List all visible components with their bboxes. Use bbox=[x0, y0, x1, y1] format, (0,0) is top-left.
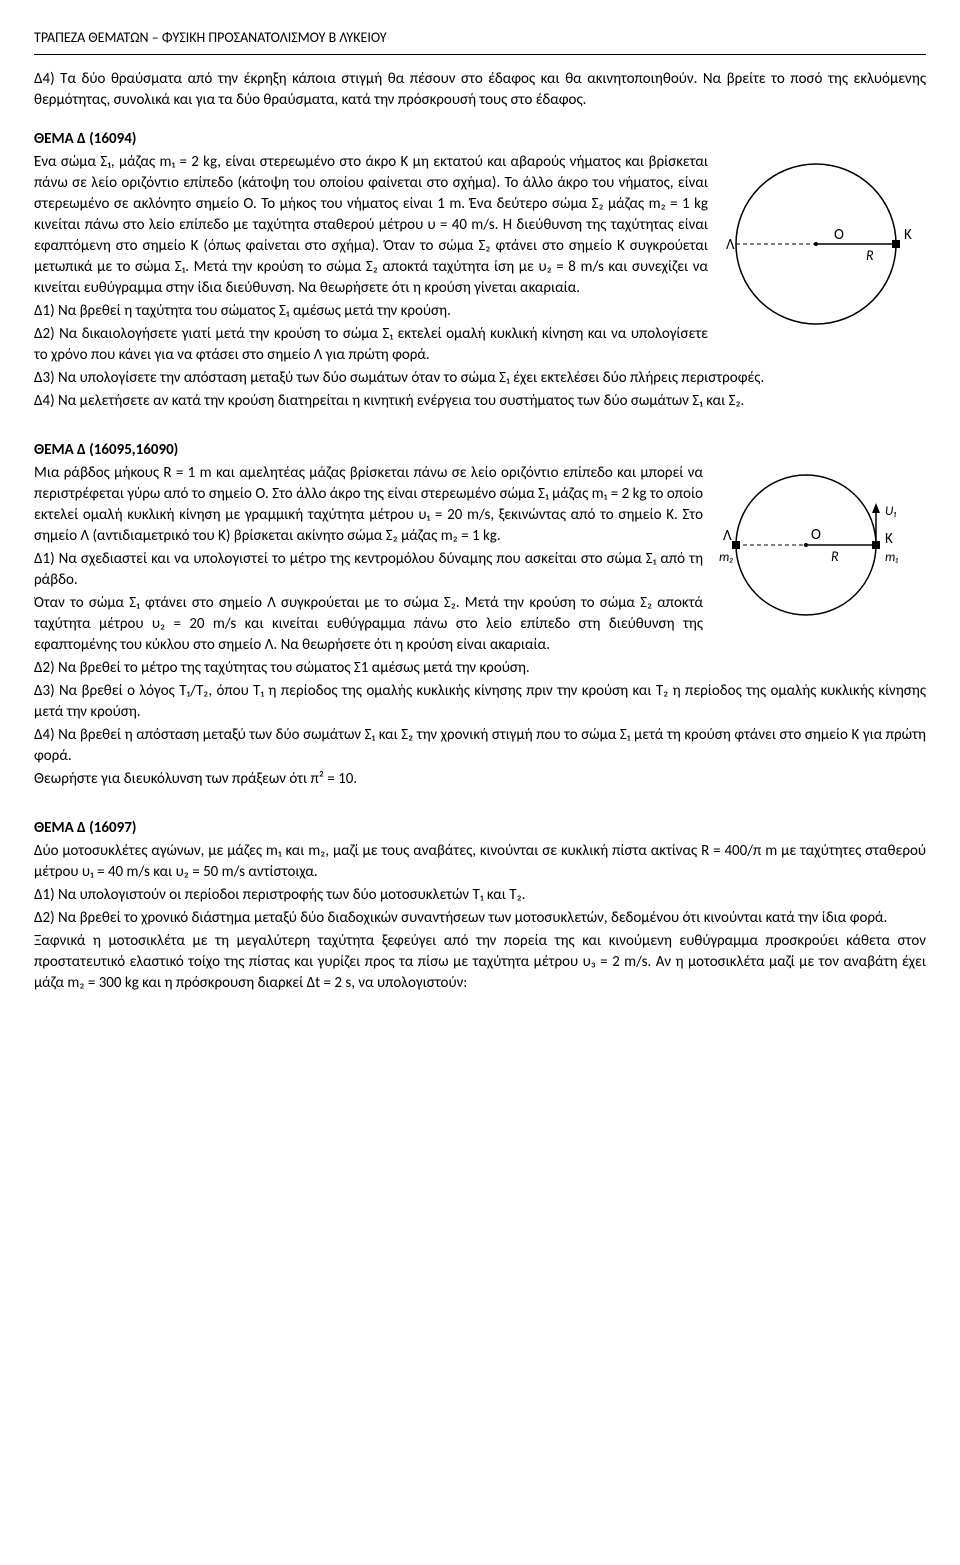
d4-16095: Δ4) Να βρεθεί η απόσταση μεταξύ των δύο … bbox=[34, 725, 926, 767]
d2-16095: Δ2) Να βρεθεί το μέτρο της ταχύτητας του… bbox=[34, 658, 926, 679]
figure-16094: Λ Ο Κ R bbox=[716, 154, 926, 334]
label2-K: Κ bbox=[885, 530, 893, 548]
label2-R: R bbox=[831, 548, 839, 565]
label2-L: Λ bbox=[723, 527, 732, 545]
section-16095: Λ Ο Κ R m₂ U₁ m₁ Μια ράβδος μήκους R = 1… bbox=[34, 463, 926, 792]
d2-16097: Δ2) Να βρεθεί το χρονικό διάστημα μεταξύ… bbox=[34, 908, 926, 929]
intro-d4: Δ4) Τα δύο θραύσματα από την έκρηξη κάπο… bbox=[34, 69, 926, 111]
d3-16095: Δ3) Να βρεθεί ο λόγος T₁/T₂, όπου T₁ η π… bbox=[34, 681, 926, 723]
label-L: Λ bbox=[726, 236, 735, 254]
label-K: Κ bbox=[904, 226, 912, 244]
label2-U1: U₁ bbox=[885, 504, 897, 519]
header-rule bbox=[34, 54, 926, 55]
label2-m2: m₂ bbox=[719, 550, 734, 565]
label2-O: Ο bbox=[811, 526, 821, 544]
page-header: ΤΡΑΠΕΖΑ ΘΕΜΑΤΩΝ – ΦΥΣΙΚΗ ΠΡΟΣΑΝΑΤΟΛΙΣΜΟΥ… bbox=[34, 28, 926, 48]
d1-16097: Δ1) Να υπολογιστούν οι περίοδοι περιστρο… bbox=[34, 885, 926, 906]
d4-16094: Δ4) Να μελετήσετε αν κατά την κρούση δια… bbox=[34, 391, 926, 412]
note-16095: Θεωρήστε για διευκόλυνση των πράξεων ότι… bbox=[34, 769, 926, 790]
figure-16095: Λ Ο Κ R m₂ U₁ m₁ bbox=[711, 465, 926, 625]
tail-16097: Ξαφνικά η μοτοσικλέτα με τη μεγαλύτερη τ… bbox=[34, 931, 926, 994]
label-R: R bbox=[866, 247, 874, 264]
label-O: Ο bbox=[834, 226, 844, 244]
title-16094: ΘΕΜΑ Δ (16094) bbox=[34, 129, 926, 150]
label2-m1: m₁ bbox=[885, 550, 898, 565]
circle-diagram-1-svg: Λ Ο Κ R bbox=[716, 154, 926, 334]
circle-diagram-2-svg: Λ Ο Κ R m₂ U₁ m₁ bbox=[711, 465, 926, 625]
body-16097: Δύο μοτοσυκλέτες αγώνων, με μάζες m₁ και… bbox=[34, 841, 926, 883]
d3-16094: Δ3) Να υπολογίσετε την απόσταση μεταξύ τ… bbox=[34, 368, 926, 389]
section-16097: Δύο μοτοσυκλέτες αγώνων, με μάζες m₁ και… bbox=[34, 841, 926, 994]
title-16097: ΘΕΜΑ Δ (16097) bbox=[34, 818, 926, 839]
section-16094: Λ Ο Κ R Ένα σώμα Σ₁, μάζας m₁ = 2 kg, εί… bbox=[34, 152, 926, 414]
title-16095: ΘΕΜΑ Δ (16095,16090) bbox=[34, 440, 926, 461]
